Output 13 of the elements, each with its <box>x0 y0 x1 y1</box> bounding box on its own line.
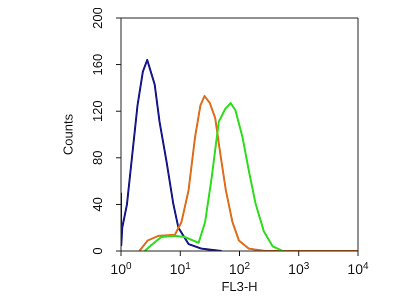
x-tick-label: 10$^{3}$ <box>288 260 310 277</box>
x-tick-label: 10$^{2}$ <box>228 260 251 277</box>
x-tick-label: 10$^{4}$ <box>347 260 370 277</box>
y-tick-label: 0 <box>90 247 105 255</box>
y-tick-label: 80 <box>90 150 105 166</box>
x-tick-label: 10$^{0}$ <box>110 260 132 277</box>
x-tick-label: 10$^{1}$ <box>170 260 192 277</box>
y-tick-label: 160 <box>90 54 105 76</box>
y-tick-label: 40 <box>90 197 105 212</box>
y-axis-title: Counts <box>60 113 76 156</box>
x-axis-title: FL3-H <box>221 279 258 294</box>
y-tick-label: 200 <box>90 7 105 29</box>
y-tick-label: 120 <box>90 100 105 122</box>
